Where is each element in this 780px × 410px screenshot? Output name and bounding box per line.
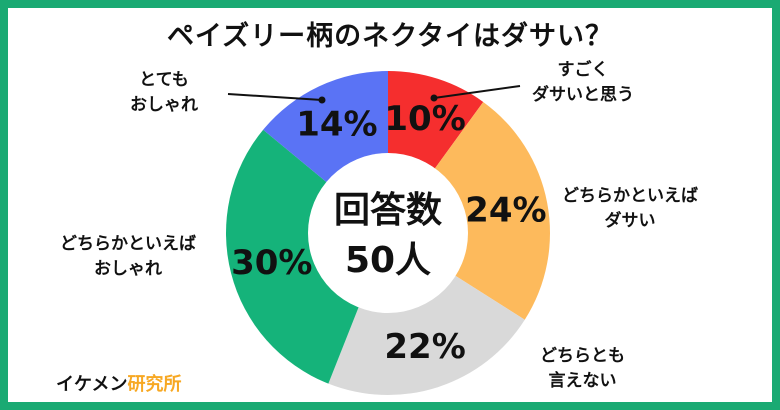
callout-label-slice-5-line2: おしゃれ: [130, 95, 198, 115]
slice-percent-label-1: 10%: [384, 99, 465, 139]
callout-dot-5: [318, 96, 326, 104]
callout-label-slice-2-line1: どちらかといえば: [562, 186, 698, 206]
slice-percent-label-4: 30%: [231, 243, 312, 283]
callout-label-slice-4-line1: どちらかといえば: [60, 234, 196, 254]
callout-label-slice-3: どちらとも 言えない: [540, 344, 625, 394]
slice-percent-label-5: 14%: [296, 104, 377, 144]
pie-slice-2: [388, 101, 550, 320]
chart-title: ペイズリー柄のネクタイはダサい？: [166, 21, 614, 52]
callout-dot-1: [430, 94, 438, 102]
brand-logo-part1: イケメン: [56, 374, 128, 395]
callout-label-slice-4-line2: おしゃれ: [94, 259, 162, 279]
callout-label-slice-2: どちらかといえば ダサい: [562, 184, 698, 234]
brand-logo-part2: 研究所: [127, 374, 182, 395]
donut-hole: [308, 153, 468, 313]
callout-label-slice-1: すごく ダサいと思う: [532, 58, 634, 108]
center-label-line2: 50人: [345, 240, 431, 281]
center-label-line1: 回答数: [334, 190, 442, 231]
callout-label-slice-3-line1: どちらとも: [540, 346, 625, 366]
callout-line-1: [433, 85, 521, 99]
callout-label-slice-5: とても おしゃれ: [130, 68, 198, 118]
callout-label-slice-5-line1: とても: [139, 70, 189, 90]
callout-label-slice-4: どちらかといえば おしゃれ: [60, 232, 196, 282]
slice-percent-label-3: 22%: [384, 327, 465, 367]
callout-line-5: [227, 93, 323, 101]
callout-label-slice-1-line2: ダサいと思う: [532, 85, 634, 105]
callout-label-slice-1-line1: すごく: [557, 60, 609, 80]
callout-label-slice-2-line2: ダサい: [604, 211, 656, 231]
callout-label-slice-3-line2: 言えない: [548, 371, 617, 391]
brand-logo: イケメン研究所: [56, 370, 181, 396]
pie-slice-4: [225, 129, 388, 384]
slice-percent-label-2: 24%: [465, 191, 546, 231]
